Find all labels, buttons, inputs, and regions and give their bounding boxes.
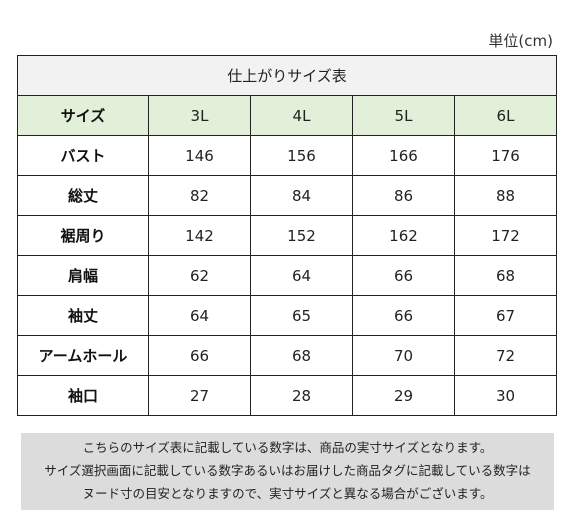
table-row: 総丈 82 84 86 88 xyxy=(17,175,558,216)
header-size: 5L xyxy=(352,95,455,136)
table-cell: 66 xyxy=(352,255,455,296)
notice-line: ヌード寸の目安となりますので、実寸サイズと異なる場合がございます。 xyxy=(82,486,493,501)
table-cell: 30 xyxy=(453,375,558,416)
table-cell: 162 xyxy=(352,215,455,256)
table-cell: 65 xyxy=(250,295,353,336)
table-cell: 68 xyxy=(453,255,558,296)
notice-box: こちらのサイズ表に記載している数字は、商品の実寸サイズとなります。 サイズ選択画… xyxy=(21,433,554,510)
header-size: 6L xyxy=(453,95,558,136)
notice-line: こちらのサイズ表に記載している数字は、商品の実寸サイズとなります。 xyxy=(82,440,493,455)
table-row: アームホール 66 68 70 72 xyxy=(17,335,558,376)
table-header-row: サイズ 3L 4L 5L 6L xyxy=(17,95,558,136)
table-row: バスト 146 156 166 176 xyxy=(17,135,558,176)
table-cell: 70 xyxy=(352,335,455,376)
table-caption: 仕上がりサイズ表 xyxy=(16,55,558,96)
table-cell: 146 xyxy=(148,135,251,176)
header-size: 4L xyxy=(250,95,353,136)
table-row: 肩幅 62 64 66 68 xyxy=(17,255,558,296)
table-row: 裾周り 142 152 162 172 xyxy=(17,215,558,256)
table-cell: 166 xyxy=(352,135,455,176)
table-row: 袖丈 64 65 66 67 xyxy=(17,295,558,336)
table-cell: 82 xyxy=(148,175,251,216)
table-cell: 67 xyxy=(453,295,558,336)
table-cell: 156 xyxy=(250,135,353,176)
row-label: バスト xyxy=(17,135,149,176)
table-cell: 66 xyxy=(148,335,251,376)
table-cell: 86 xyxy=(352,175,455,216)
table-cell: 64 xyxy=(250,255,353,296)
header-size: 3L xyxy=(148,95,251,136)
table-caption-row: 仕上がりサイズ表 xyxy=(16,55,558,96)
table-cell: 152 xyxy=(250,215,353,256)
unit-label: 単位(cm) xyxy=(488,32,553,50)
table-cell: 88 xyxy=(453,175,558,216)
header-size-label: サイズ xyxy=(17,95,149,136)
table-cell: 84 xyxy=(250,175,353,216)
size-table: 仕上がりサイズ表 サイズ 3L 4L 5L 6L バスト 146 156 166… xyxy=(16,55,558,416)
notice-line: サイズ選択画面に記載している数字あるいはお届けした商品タグに記載している数字は xyxy=(44,463,531,478)
table-row: 袖口 27 28 29 30 xyxy=(17,375,558,416)
row-label: アームホール xyxy=(17,335,149,376)
table-cell: 27 xyxy=(148,375,251,416)
table-cell: 68 xyxy=(250,335,353,376)
table-cell: 62 xyxy=(148,255,251,296)
table-cell: 72 xyxy=(453,335,558,376)
row-label: 総丈 xyxy=(17,175,149,216)
row-label: 袖丈 xyxy=(17,295,149,336)
table-cell: 66 xyxy=(352,295,455,336)
row-label: 袖口 xyxy=(17,375,149,416)
table-cell: 28 xyxy=(250,375,353,416)
table-cell: 176 xyxy=(453,135,558,176)
table-cell: 29 xyxy=(352,375,455,416)
table-cell: 64 xyxy=(148,295,251,336)
row-label: 肩幅 xyxy=(17,255,149,296)
row-label: 裾周り xyxy=(17,215,149,256)
table-cell: 172 xyxy=(453,215,558,256)
table-cell: 142 xyxy=(148,215,251,256)
